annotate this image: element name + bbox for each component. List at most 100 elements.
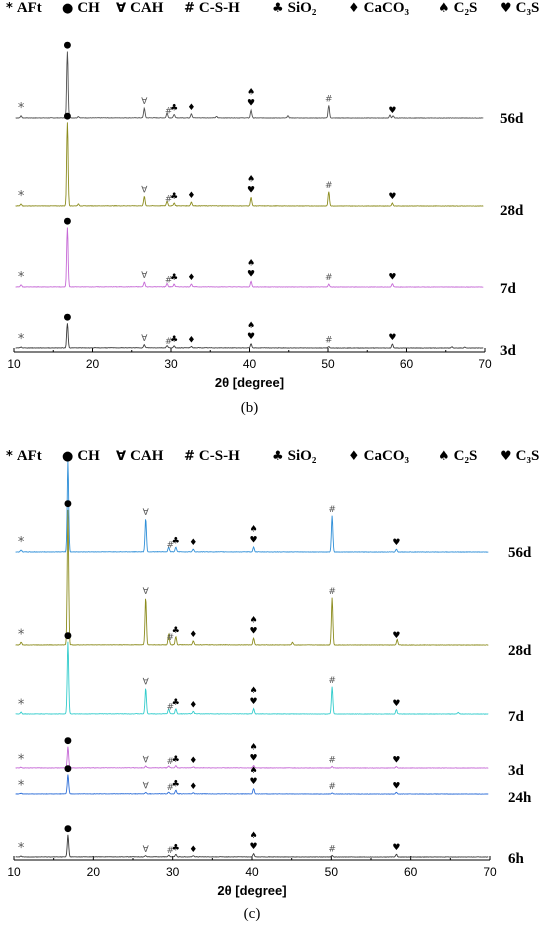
peak-marker-csh: #	[167, 757, 175, 767]
legend-label: C₂S	[454, 448, 478, 464]
legend-symbol: ♣	[272, 1, 284, 16]
peak-marker-caco3: ♦	[189, 782, 197, 792]
legend-label: CaCO₃	[364, 448, 410, 464]
legend-entry-ch: ● CH	[62, 0, 100, 16]
series-line-24h	[15, 774, 489, 795]
peak-marker-c3s: ♥	[392, 538, 400, 548]
peak-marker-sio2: ♣	[172, 780, 180, 790]
peak-marker-csh: #	[167, 541, 175, 551]
x-tick-label: 10	[7, 865, 21, 879]
x-tick-label: 60	[404, 865, 418, 879]
peak-marker-cah: ∀	[143, 845, 150, 855]
series-line-3d	[15, 746, 489, 769]
peak-marker-csh: #	[167, 783, 175, 793]
series-line-6h	[15, 834, 489, 858]
legend: * AFt ● CH ∀ CAH # C-S-H ♣ SiO₂ ♦ CaCO₃ ♠ C₂S ♥ C₃S	[6, 0, 539, 16]
peak-marker-cah: ∀	[141, 271, 148, 281]
series-line-28d	[15, 509, 489, 646]
peak-marker-aft: *	[18, 535, 25, 550]
legend-label: SiO₂	[288, 448, 317, 464]
legend-symbol: ∀	[116, 449, 126, 464]
legend-entry-caco-: ♦ CaCO₃	[348, 448, 409, 464]
x-tick-label: 40	[245, 865, 259, 879]
peak-marker-csh: #	[165, 195, 173, 205]
series-line-3d	[15, 323, 484, 349]
peak-marker-ch: ●	[63, 111, 71, 121]
x-tick-label: 30	[166, 865, 180, 879]
legend-entry-cah: ∀ CAH	[116, 0, 164, 16]
peak-marker-c3s: ♥	[388, 106, 396, 116]
x-tick-label: 10	[7, 357, 21, 371]
peak-marker-sio2: ♣	[170, 273, 178, 283]
peak-marker-c2s: ♠	[250, 686, 258, 696]
peak-marker-csh: #	[328, 756, 336, 766]
legend-entry-cah: ∀ CAH	[116, 448, 164, 464]
peak-marker-aft: *	[18, 778, 25, 793]
peak-marker-csh: #	[325, 94, 333, 104]
peak-marker-ch: ●	[64, 499, 72, 509]
legend-entry-c-s: ♥ C₃S	[500, 448, 539, 464]
peak-marker-c3s: ♥	[388, 192, 396, 202]
legend-entry-c-s: ♠ C₂S	[438, 0, 477, 16]
legend-label: C-S-H	[199, 448, 240, 464]
peak-marker-csh: #	[328, 782, 336, 792]
legend: * AFt ● CH ∀ CAH # C-S-H ♣ SiO₂ ♦ CaCO₃ ♠ C₂S ♥ C₃S	[6, 448, 539, 464]
peak-marker-aft: *	[18, 752, 25, 767]
legend-symbol: #	[184, 1, 195, 16]
legend-entry-aft: * AFt	[6, 0, 42, 16]
peak-marker-aft: *	[18, 627, 25, 642]
legend-label: C₃S	[516, 0, 540, 16]
peak-marker-ch: ●	[63, 312, 71, 322]
series-line-7d	[15, 227, 484, 288]
peak-marker-c2s: ♠	[247, 174, 255, 184]
peak-marker-csh: #	[328, 844, 336, 854]
peak-marker-c2s: ♠	[247, 87, 255, 97]
x-tick-label: 40	[243, 357, 257, 371]
peak-marker-csh: #	[167, 703, 175, 713]
x-tick-label: 70	[483, 865, 497, 879]
peak-marker-cah: ∀	[143, 508, 150, 518]
series-label-7d: 7d	[500, 281, 517, 297]
legend-symbol: ♠	[438, 449, 450, 464]
x-tick-label: 20	[87, 865, 101, 879]
peak-marker-sio2: ♣	[172, 755, 180, 765]
peak-marker-sio2: ♣	[172, 626, 180, 636]
legend-label: C-S-H	[199, 0, 240, 16]
legend-entry-aft: * AFt	[6, 448, 42, 464]
peak-marker-ch: ●	[64, 736, 72, 746]
peak-marker-sio2: ♣	[172, 844, 180, 854]
peak-marker-c2s: ♠	[250, 524, 258, 534]
legend-label: AFt	[17, 0, 42, 16]
legend-entry-ch: ● CH	[62, 448, 100, 464]
peak-marker-c3s: ♥	[388, 333, 396, 343]
peak-marker-cah: ∀	[141, 97, 148, 107]
legend-symbol: *	[6, 1, 13, 16]
legend-entry-sio-: ♣ SiO₂	[272, 0, 317, 16]
legend-label: CAH	[130, 448, 164, 464]
peak-marker-aft: *	[18, 101, 25, 116]
legend-symbol: ♦	[348, 449, 360, 464]
peak-marker-c3s: ♥	[392, 756, 400, 766]
legend-entry-c-s-h: # C-S-H	[184, 0, 240, 16]
legend-entry-c-s: ♥ C₃S	[500, 0, 539, 16]
peak-marker-aft: *	[18, 189, 25, 204]
x-tick-label: 20	[86, 357, 100, 371]
panel-b: * AFt ● CH ∀ CAH # C-S-H ♣ SiO₂ ♦ CaCO₃ ♠ C₂S ♥ C₃S 10 20…	[6, 0, 539, 416]
peak-marker-c2s: ♠	[250, 615, 258, 625]
legend-symbol: ♥	[500, 449, 512, 464]
x-axis-title: 2θ [degree]	[217, 883, 286, 898]
peak-marker-ch: ●	[64, 451, 72, 461]
legend-symbol: ♦	[348, 1, 360, 16]
legend-symbol: ∀	[116, 1, 126, 16]
peak-marker-csh: #	[325, 181, 333, 191]
peak-marker-c3s: ♥	[250, 777, 258, 787]
legend-label: AFt	[17, 448, 42, 464]
peak-marker-aft: *	[18, 697, 25, 712]
peak-marker-c3s: ♥	[247, 98, 255, 108]
series-label-24h: 24h	[508, 790, 532, 806]
peak-marker-aft: *	[18, 332, 25, 347]
peak-marker-cah: ∀	[143, 782, 150, 792]
series-line-7d	[15, 641, 489, 715]
peak-marker-csh: #	[328, 505, 336, 515]
